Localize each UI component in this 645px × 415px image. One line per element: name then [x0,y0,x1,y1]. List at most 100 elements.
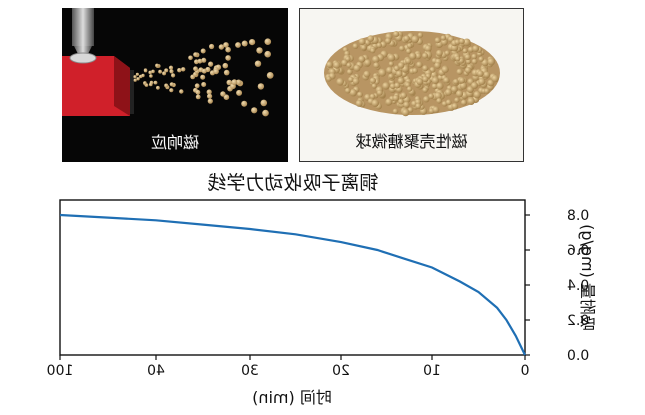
bead [195,94,201,100]
magnet-ring [69,52,97,64]
microsphere [422,52,429,59]
bead [222,62,229,69]
microsphere [467,97,475,105]
bead [133,75,137,79]
bead [225,55,231,61]
microsphere [478,78,486,86]
bead [201,57,207,63]
chitosan-microspheres-photo: 磁性壳聚糖微球 [299,8,524,162]
y-tick-label: 0.6 [567,243,589,259]
microsphere [453,78,459,85]
bead [133,78,137,82]
microsphere [471,53,478,60]
microsphere [398,98,404,105]
bead [164,83,169,88]
microsphere [371,99,379,107]
microsphere [409,52,417,60]
x-tick-label: 10 [423,363,441,379]
magnet-illustration [62,8,274,117]
microsphere [353,64,361,72]
bead [169,82,174,87]
microsphere [346,69,353,75]
microsphere [397,77,405,85]
microsphere [382,82,390,90]
microsphere [422,65,429,72]
microsphere [464,67,472,74]
microsphere [386,66,393,74]
microsphere [336,78,344,86]
microsphere [428,93,434,99]
bead [168,65,174,70]
microsphere [415,103,422,109]
microsphere [385,98,393,106]
bead [197,58,203,64]
microsphere [455,90,464,98]
microsphere [372,55,380,64]
microsphere [432,106,440,113]
bead [177,68,182,73]
microsphere [445,99,452,106]
microsphere [422,76,429,83]
x-axis-label: 时间 (min) [252,388,332,407]
bead [220,91,226,97]
microsphere [487,57,495,66]
microsphere [471,58,478,65]
microsphere [401,108,410,117]
bead [257,83,265,90]
microsphere [473,91,481,99]
microsphere [406,86,413,92]
bead [256,47,263,54]
bead [206,89,212,95]
microsphere [417,32,424,38]
bead [226,79,233,86]
bead [208,61,214,67]
microsphere [369,93,376,100]
bead [143,69,148,73]
microsphere [401,71,407,77]
microsphere [478,56,484,62]
bead [209,43,215,50]
microsphere [451,85,458,93]
bead [213,68,219,75]
bead [169,88,174,93]
bead [194,83,200,89]
bead [207,98,213,104]
bead [231,79,238,86]
bead [223,42,229,48]
microsphere [387,54,396,62]
bead [251,107,258,114]
microsphere [412,67,418,74]
bead [171,73,176,78]
microsphere [326,61,333,68]
microsphere [436,82,444,90]
microsphere [392,94,400,102]
microsphere [403,35,410,42]
microsphere [357,91,363,98]
bead [241,100,248,107]
microsphere [389,83,396,90]
microsphere [454,97,460,103]
microsphere [406,48,412,54]
microsphere [440,35,447,41]
microsphere [361,44,367,51]
bead [169,69,174,74]
microsphere [388,61,394,67]
microsphere [385,37,392,44]
microsphere [462,48,468,54]
bead [201,82,207,87]
microsphere [376,42,382,48]
microsphere [460,99,467,106]
bead [156,85,160,90]
bead [179,89,184,94]
microsphere [355,99,363,107]
microsphere-pile-illustration [324,31,500,117]
magnet-body [62,56,130,116]
microsphere [464,54,471,61]
microsphere [376,89,383,96]
magnet-rod [72,8,94,46]
microsphere [456,68,463,75]
x-tick-label: 30 [241,363,259,379]
magnetic-response-photo: 磁响应 [62,8,288,162]
microsphere [434,92,442,100]
